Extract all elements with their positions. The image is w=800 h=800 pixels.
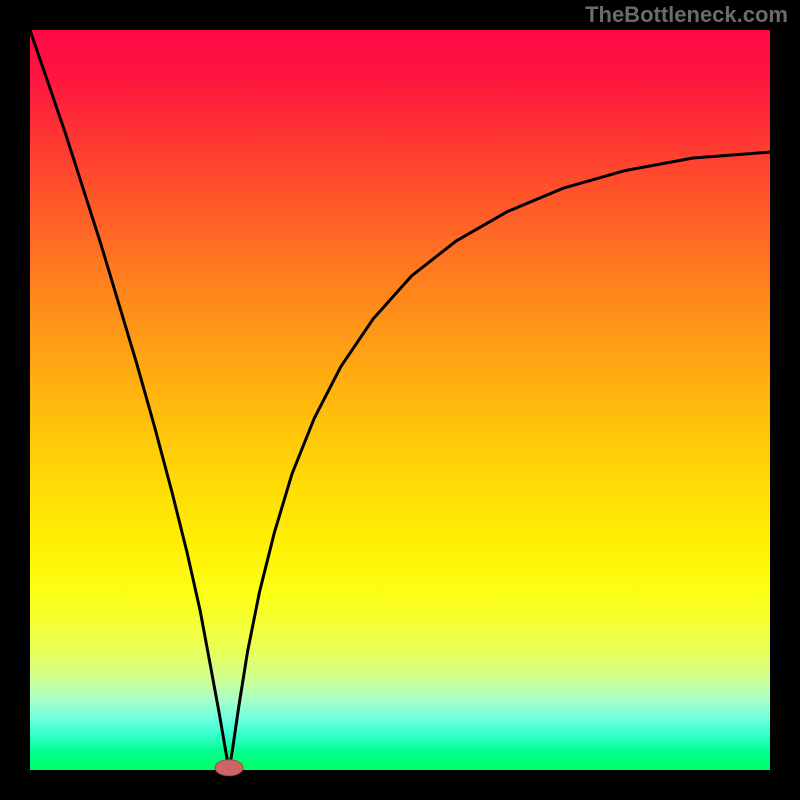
bottleneck-chart: TheBottleneck.com (0, 0, 800, 800)
attribution-label: TheBottleneck.com (585, 2, 788, 27)
optimum-marker (215, 760, 243, 776)
chart-plot-area (30, 30, 770, 770)
